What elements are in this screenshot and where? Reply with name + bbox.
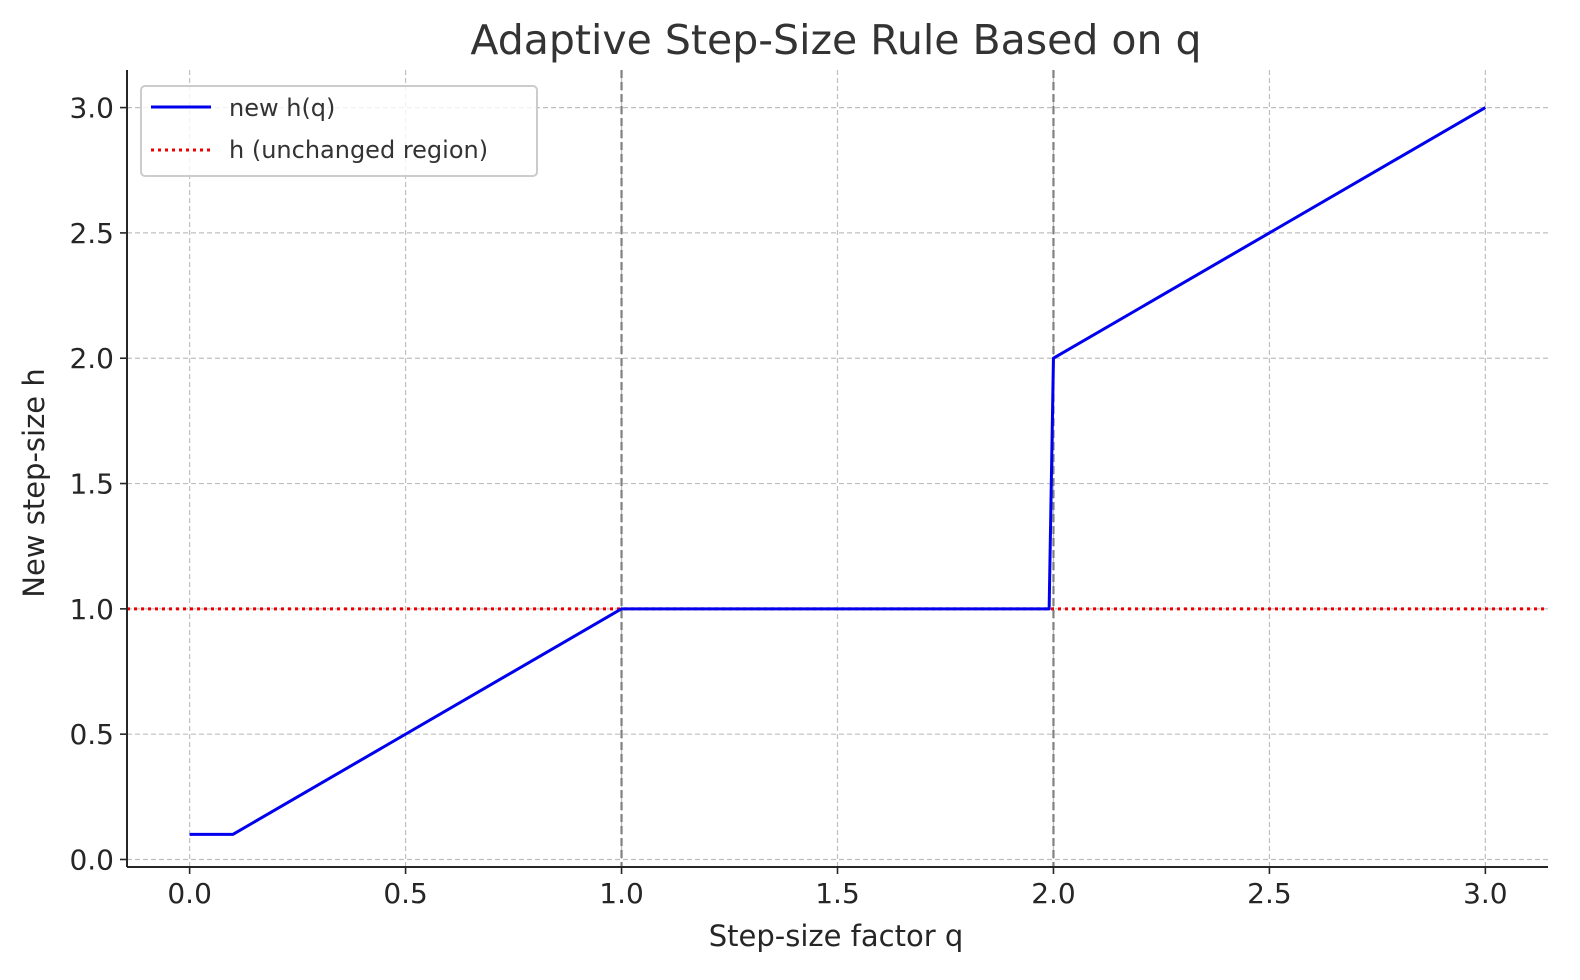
y-tick-label: 0.0 [69,843,114,876]
chart-title: Adaptive Step-Size Rule Based on q [470,16,1201,64]
x-tick-label: 0.0 [167,877,212,910]
legend: new h(q) h (unchanged region) [140,85,538,177]
y-tick-label: 2.5 [69,217,114,250]
y-tick-label: 3.0 [69,92,114,125]
grid [127,70,1548,867]
y-tick-label: 0.5 [69,718,114,751]
y-axis-label: New step-size h [17,368,51,598]
axes [126,70,1548,868]
plot-area [127,106,1548,836]
y-tick-label: 1.0 [69,593,114,626]
y-tick-label: 1.5 [69,468,114,501]
x-tick-label: 1.5 [815,877,860,910]
legend-label-unchanged-h: h (unchanged region) [229,136,488,164]
x-tick-label: 0.5 [383,877,428,910]
x-tick-label: 1.0 [599,877,644,910]
x-tick-label: 3.0 [1463,877,1508,910]
reference-lines [620,70,1055,867]
x-ticks: 0.0 0.5 1.0 1.5 2.0 2.5 3.0 [167,867,1508,910]
legend-box [140,85,538,177]
y-tick-label: 2.0 [69,342,114,375]
x-tick-label: 2.0 [1031,877,1076,910]
y-ticks: 0.0 0.5 1.0 1.5 2.0 2.5 3.0 [69,92,127,876]
series-line-new-h [189,106,1487,836]
x-axis-label: Step-size factor q [709,919,964,953]
legend-label-new-h: new h(q) [229,94,335,122]
x-tick-label: 2.5 [1247,877,1292,910]
